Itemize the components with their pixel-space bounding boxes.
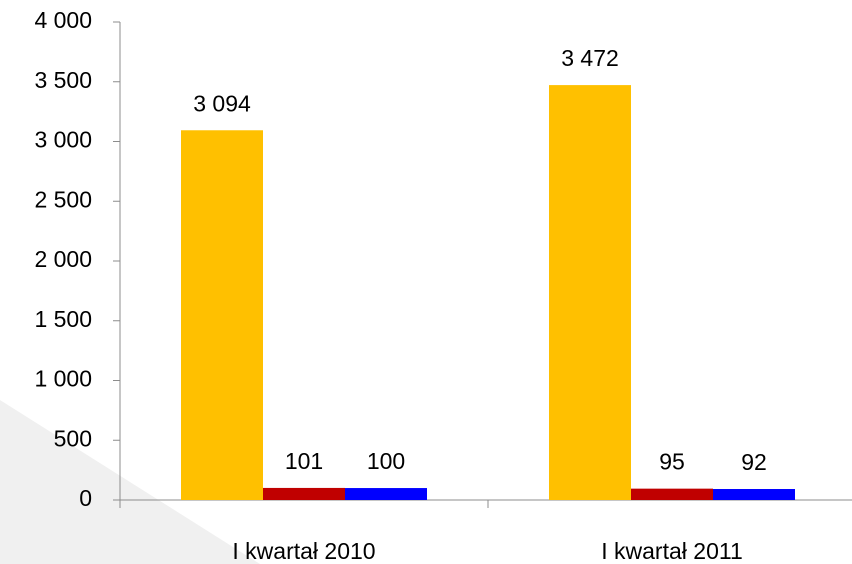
value-label: 101	[285, 448, 323, 474]
y-tick-label: 3 500	[34, 67, 92, 93]
y-tick-label: 500	[54, 425, 92, 451]
x-tick-label: I kwartał 2010	[232, 538, 375, 564]
bar	[181, 130, 263, 500]
bar	[345, 488, 427, 500]
y-tick-label: 0	[79, 485, 92, 511]
y-tick-label: 3 000	[34, 127, 92, 153]
value-label: 100	[367, 448, 405, 474]
y-tick-label: 2 000	[34, 246, 92, 272]
y-tick-label: 1 500	[34, 306, 92, 332]
value-label: 95	[659, 449, 685, 475]
background-shape	[0, 400, 260, 564]
y-tick-label: 4 000	[34, 7, 92, 33]
value-label: 3 472	[561, 45, 619, 71]
value-label: 92	[741, 449, 767, 475]
y-tick-label: 2 500	[34, 186, 92, 212]
bar	[713, 489, 795, 500]
x-tick-label: I kwartał 2011	[601, 538, 742, 564]
bar	[263, 487, 345, 500]
y-tick-label: 1 000	[34, 366, 92, 392]
bar	[631, 488, 713, 500]
bar	[549, 85, 631, 500]
value-label: 3 094	[193, 90, 251, 116]
